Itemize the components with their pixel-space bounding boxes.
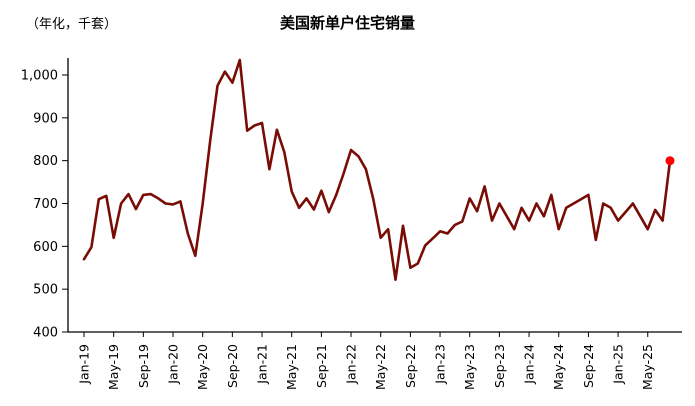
chart-title: 美国新单户住宅销量 [279,14,415,32]
y-tick-label: 500 [33,283,58,298]
x-tick-label: Sep-21 [314,344,329,388]
x-tick-label: Jan-22 [344,344,359,385]
x-tick-label: May-22 [373,344,388,390]
y-tick-label: 700 [33,197,58,212]
x-tick-label: May-24 [551,344,566,390]
x-tick-label: May-21 [284,344,299,390]
y-tick-label: 800 [33,154,58,169]
y-tick-label: 900 [33,111,58,126]
x-tick-label: Sep-24 [581,344,596,388]
x-tick-label: Jan-25 [611,344,626,385]
y-axis-unit-label: （年化，千套） [26,17,118,32]
y-tick-label: 1,000 [21,69,58,84]
x-tick-label: May-20 [195,344,210,390]
x-tick-label: Jan-19 [77,344,92,385]
x-tick-label: Sep-20 [225,344,240,388]
y-tick-label: 400 [33,326,58,341]
x-tick-label: Jan-20 [166,344,181,385]
x-tick-label: Jan-21 [255,344,270,385]
x-tick-label: Sep-19 [136,344,151,388]
last-point-marker [665,156,675,166]
x-tick-label: Jan-24 [522,344,537,385]
x-tick-label: Jan-23 [433,344,448,385]
x-tick-label: May-19 [106,344,121,390]
x-tick-label: Sep-23 [492,344,507,388]
x-tick-label: Sep-22 [403,344,418,388]
y-tick-label: 600 [33,240,58,255]
x-tick-label: May-23 [462,344,477,390]
x-tick-label: May-25 [640,344,655,390]
line-series [82,58,672,281]
